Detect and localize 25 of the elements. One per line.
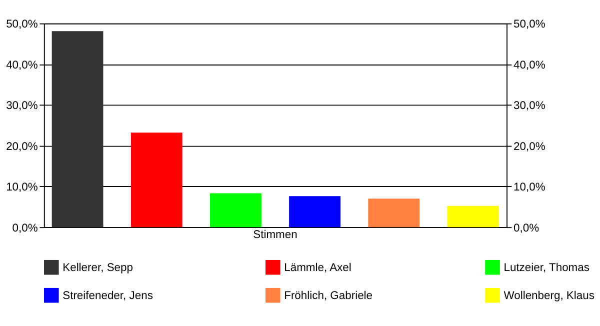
text: 30,0%: [514, 100, 546, 112]
text: 40,0%: [514, 59, 546, 72]
x-tick-label: Stimmen: [253, 228, 298, 241]
legend-label: Lutzeier, Thomas: [504, 262, 590, 274]
legend-label: Fröhlich, Gabriele: [284, 290, 373, 302]
y-tick-label: 40,0%: [6, 59, 38, 72]
text: 0,0%: [514, 222, 540, 234]
y-tick-label: 20,0%: [6, 140, 38, 153]
bar: [447, 206, 499, 228]
y-tick-label: 30,0%: [6, 100, 38, 112]
bar: [130, 132, 182, 228]
y-tick-label: 10,0%: [6, 182, 38, 194]
legend-label: Kellerer, Sepp: [62, 262, 133, 274]
bar: [289, 196, 340, 228]
legend-label: Lämmle, Axel: [284, 262, 352, 274]
text: 50,0%: [514, 18, 546, 31]
legend-label: Streifeneder, Jens: [62, 290, 154, 302]
bar: [368, 198, 420, 228]
text: 10,0%: [514, 182, 546, 194]
y-tick-label: 50,0%: [6, 18, 38, 31]
bar: [52, 31, 104, 228]
y-tick-label: 0,0%: [12, 222, 38, 234]
text: 20,0%: [514, 140, 546, 153]
legend-label: Wollenberg, Klaus: [504, 290, 595, 302]
bar: [210, 193, 262, 228]
